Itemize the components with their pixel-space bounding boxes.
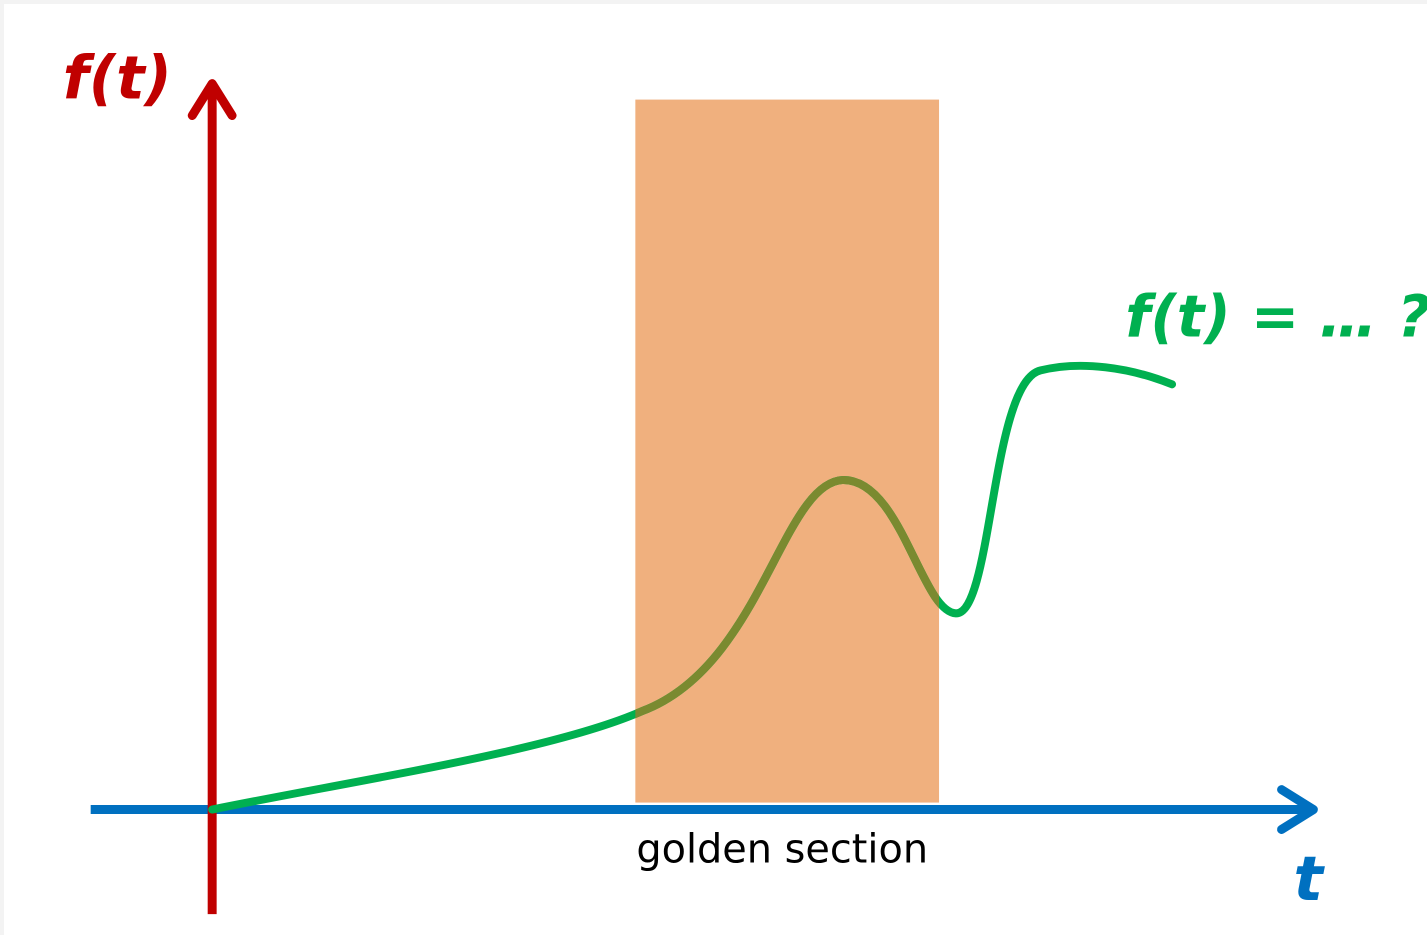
x-axis-arrowhead	[1277, 785, 1318, 834]
curve-label: f(t) = … ?	[1125, 283, 1427, 351]
function-curve-in-section	[635, 475, 940, 719]
x-axis-label: t	[1294, 843, 1326, 915]
diagram-svg: f(t) t f(t) = … ? golden section	[63, 45, 1427, 916]
diagram-canvas: f(t) t f(t) = … ? golden section	[4, 4, 1427, 935]
golden-section-band	[635, 99, 940, 803]
y-axis-label: f(t)	[63, 45, 172, 114]
y-axis-arrowhead	[187, 79, 237, 121]
golden-section-label: golden section	[636, 826, 928, 872]
